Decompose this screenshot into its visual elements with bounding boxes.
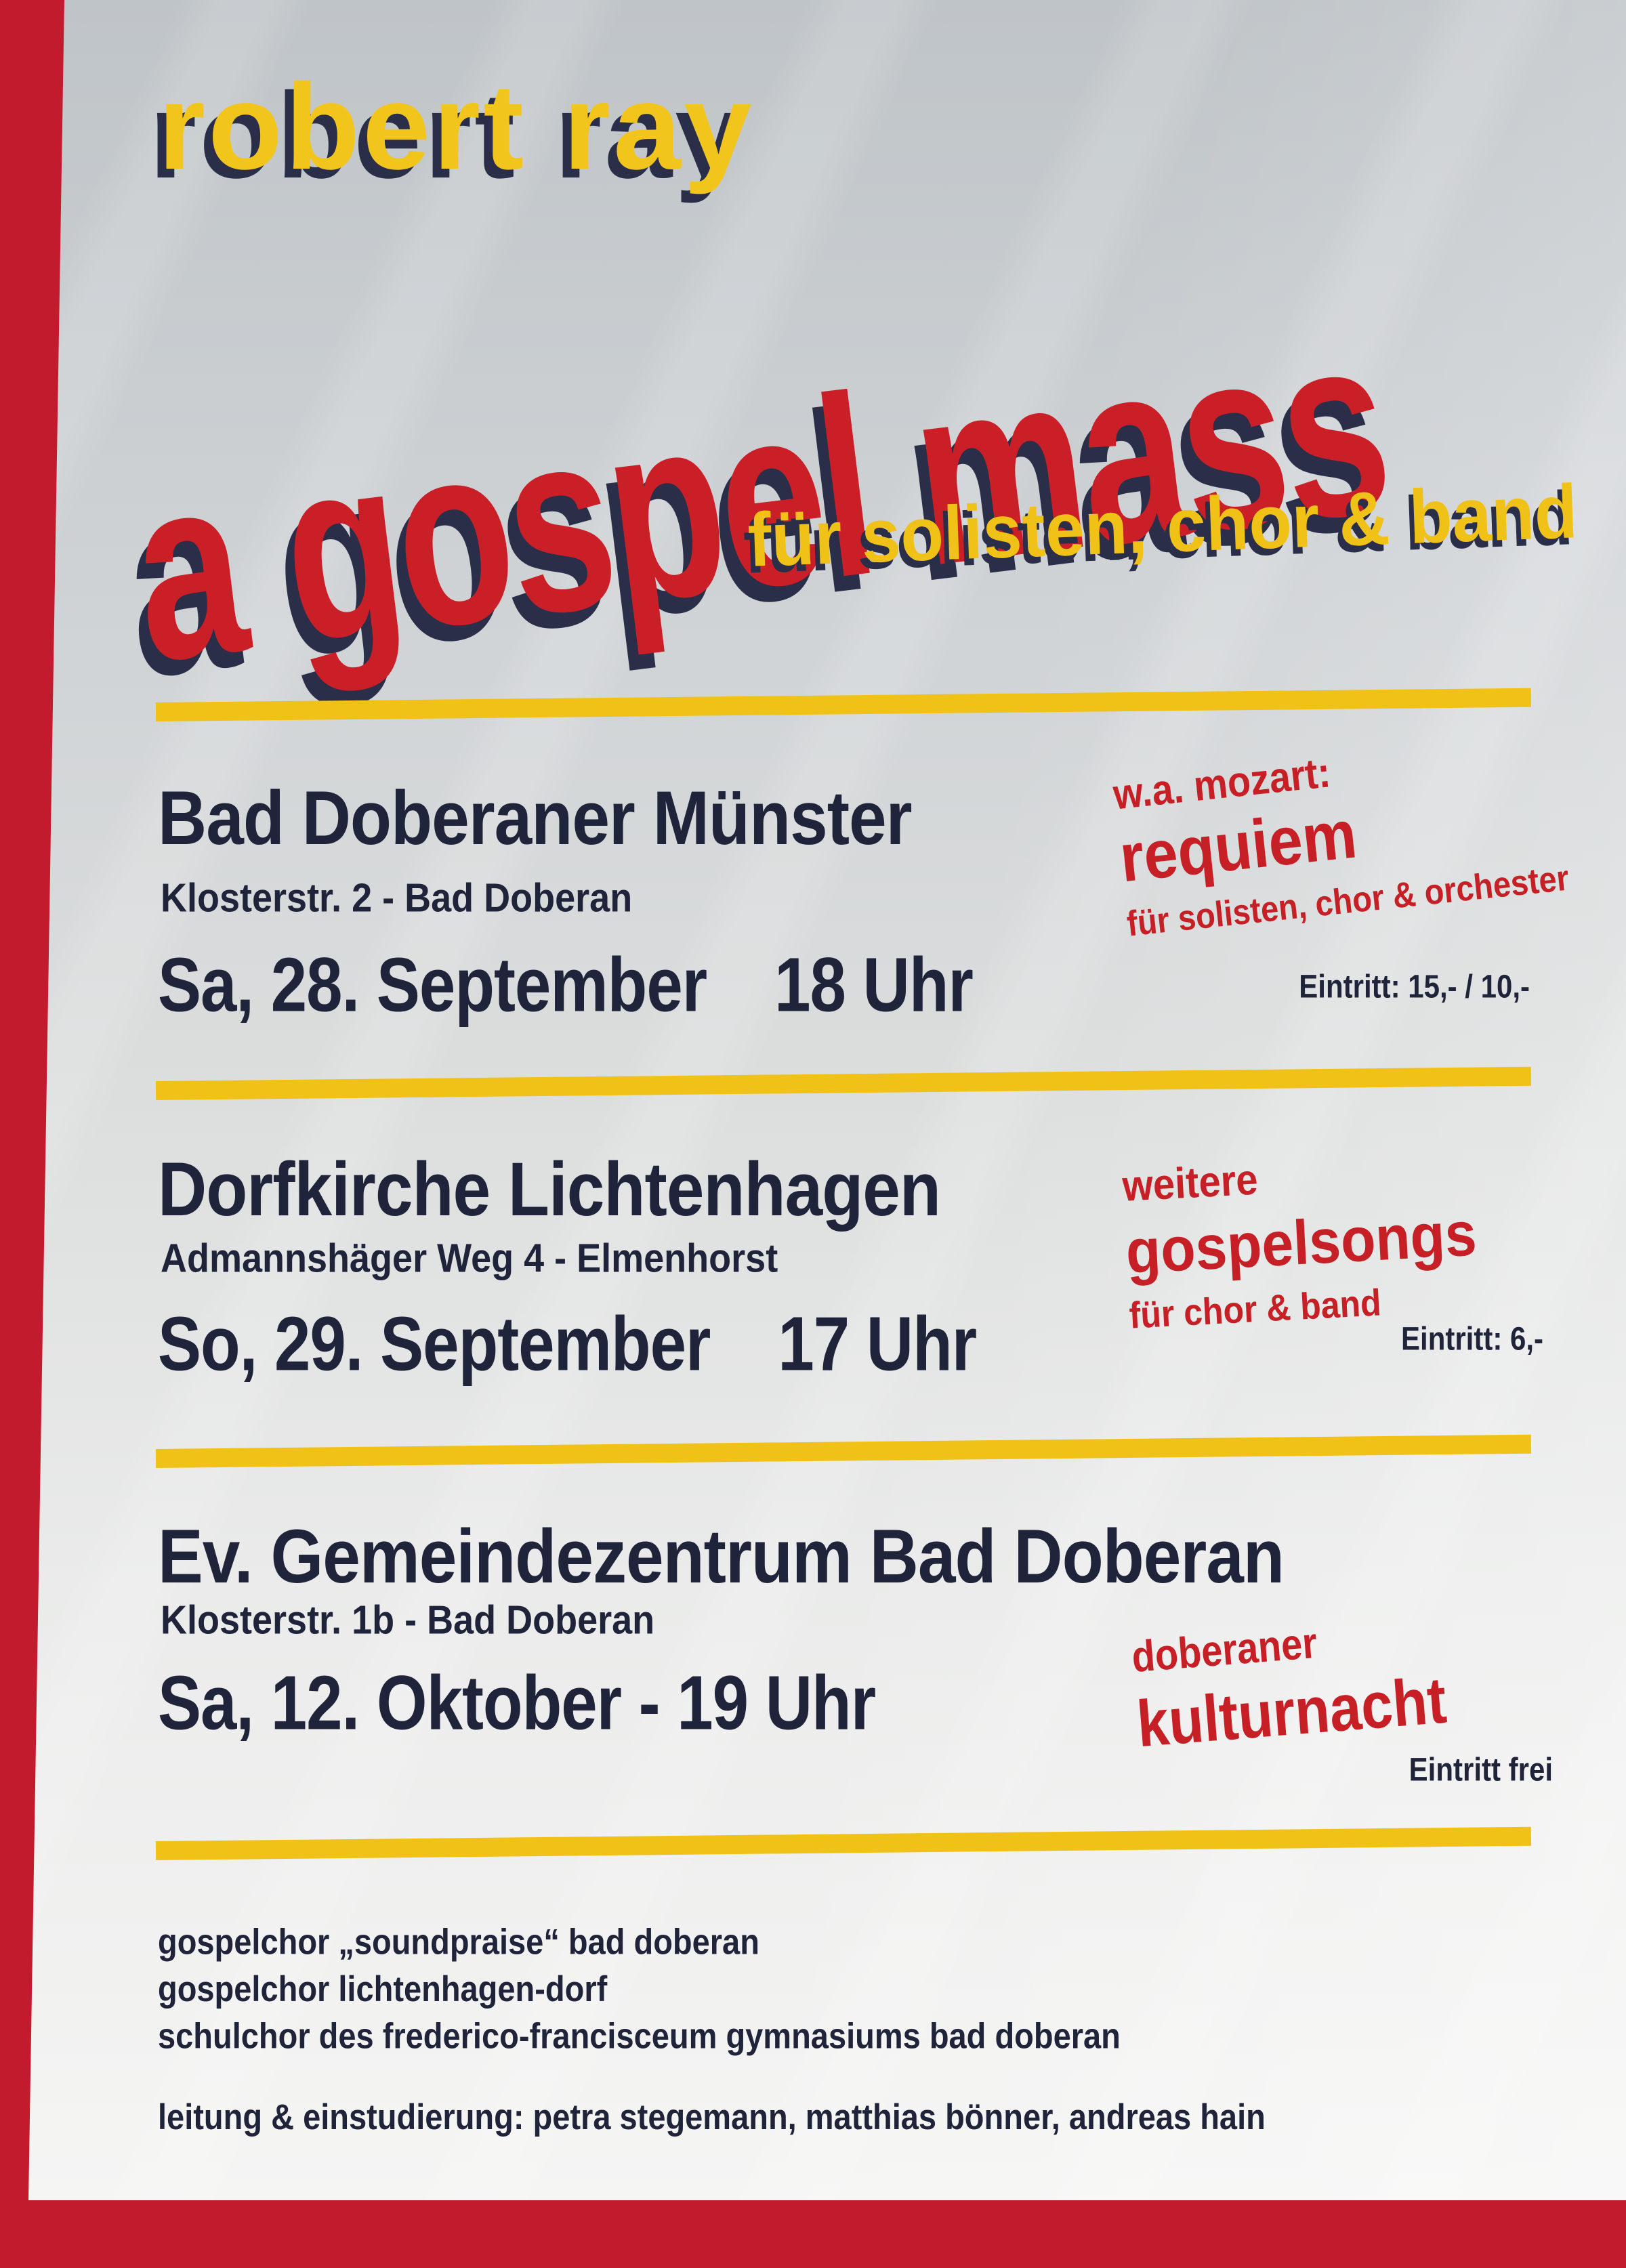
- choir-item: gospelchor lichtenhagen-dorf: [158, 1968, 608, 2009]
- admission-note: Eintritt: 6,-: [1401, 1320, 1543, 1357]
- event-date-text: So, 29. September: [158, 1301, 711, 1387]
- venue-name: Bad Doberaner Münster: [158, 776, 913, 861]
- event-date-text: Sa, 12. Oktober - 19 Uhr: [158, 1660, 876, 1746]
- admission-note: Eintritt: 15,- / 10,-: [1299, 967, 1530, 1005]
- admission-note: Eintritt frei: [1409, 1750, 1553, 1788]
- venue-name: Dorfkirche Lichtenhagen: [158, 1147, 941, 1232]
- artist-name: robert ray: [158, 59, 755, 195]
- choir-item: schulchor des frederico-francisceum gymn…: [158, 2015, 1121, 2056]
- program-note: weitere gospelsongs für chor & band: [1121, 1146, 1481, 1337]
- event-date-text: Sa, 28. September: [158, 942, 707, 1028]
- venue-address: Klosterstr. 1b - Bad Doberan: [161, 1597, 655, 1643]
- venue-address: Admannshäger Weg 4 - Elmenhorst: [161, 1236, 778, 1281]
- program-note-line2: gospelsongs: [1124, 1198, 1478, 1287]
- event-time-text: 17 Uhr: [778, 1301, 977, 1387]
- choir-list: gospelchor „soundpraise“ bad doberan gos…: [158, 1918, 1121, 2059]
- event-time-text: 18 Uhr: [774, 942, 974, 1028]
- event-date: Sa, 12. Oktober - 19 Uhr: [158, 1664, 943, 1742]
- paper-background: [0, 0, 1626, 2200]
- credits-line: leitung & einstudierung: petra stegemann…: [158, 2096, 1266, 2137]
- red-border-bottom: [0, 2200, 1626, 2268]
- program-note: doberaner kulturnacht: [1130, 1610, 1449, 1761]
- event-date: So, 29. September 17 Uhr: [158, 1305, 977, 1383]
- venue-name: Ev. Gemeindezentrum Bad Doberan: [158, 1514, 1285, 1599]
- choir-item: gospelchor „soundpraise“ bad doberan: [158, 1921, 759, 1962]
- event-date: Sa, 28. September 18 Uhr: [158, 946, 974, 1024]
- venue-address: Klosterstr. 2 - Bad Doberan: [161, 875, 633, 921]
